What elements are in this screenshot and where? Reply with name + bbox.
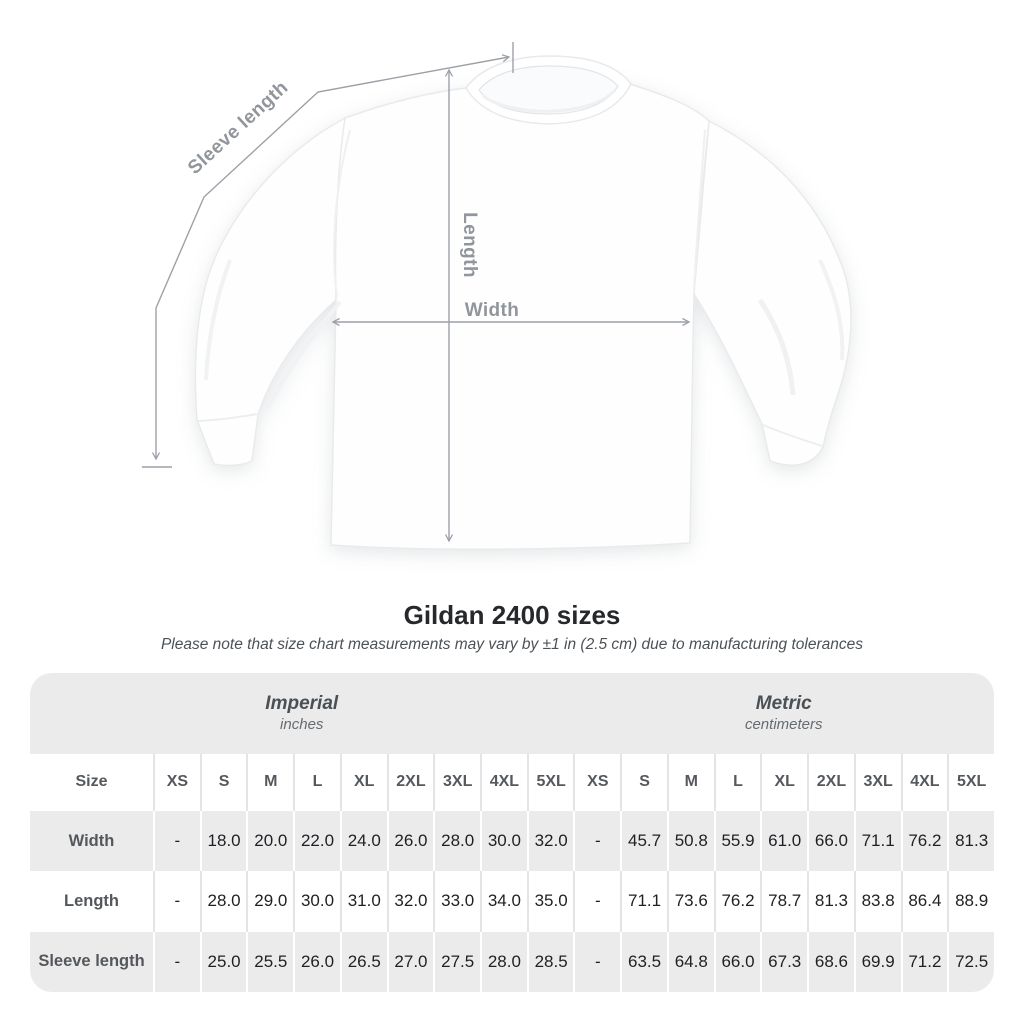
value-cell: 63.5 (620, 931, 667, 992)
size-col-header-metric-xl: XL (760, 753, 808, 811)
value-cell: 45.7 (620, 810, 667, 872)
value-cell: 71.2 (900, 931, 948, 992)
value-cell: 35.0 (526, 871, 574, 932)
width-line: Width (331, 300, 691, 327)
value-cell: 66.0 (713, 931, 761, 992)
size-col-header-imperial-2xl: 2XL (386, 753, 434, 811)
value-cell: 27.0 (386, 931, 434, 992)
size-col-header-imperial-m: M (246, 753, 294, 811)
metric-group-header: Metric centimeters (573, 673, 994, 754)
value-cell: 28.0 (433, 810, 481, 872)
width-label: Width (465, 300, 520, 321)
unit-group-row: Imperial inches Metric centimeters (30, 673, 994, 754)
value-cell: 25.0 (199, 931, 247, 992)
value-cell: 26.0 (293, 931, 340, 992)
value-cell: 30.0 (293, 871, 340, 932)
value-cell: 25.5 (246, 931, 294, 992)
sleeve-length-label: Sleeve length (184, 77, 292, 179)
value-cell: - (573, 871, 621, 932)
value-cell: 86.4 (900, 871, 948, 932)
metric-sublabel: centimeters (744, 716, 823, 734)
size-col-header-metric-5xl: 5XL (947, 753, 994, 811)
imperial-sublabel: inches (280, 716, 324, 734)
value-cell: 76.2 (900, 810, 948, 872)
imperial-label: Imperial (265, 692, 339, 714)
measurement-row-length: Length -28.0 29.0 30.0 31.0 32.0 33.0 34.0 35.0-… (30, 871, 994, 932)
value-cell: 81.3 (807, 871, 854, 932)
size-col-header-imperial-l: L (293, 753, 340, 811)
value-cell: 33.0 (433, 871, 481, 932)
value-cell: 32.0 (526, 810, 574, 872)
size-col-header-imperial-4xl: 4XL (480, 753, 527, 811)
value-cell: 69.9 (853, 931, 901, 992)
size-column-header: Size (30, 753, 153, 811)
imperial-group-header: Imperial inches (30, 673, 574, 754)
length-label: Length (459, 212, 480, 278)
row-label: Sleeve length (30, 931, 153, 992)
measurement-row-sleeve-length: Sleeve length -25.0 25.5 26.0 26.5 27.0 27.5 28… (30, 931, 994, 992)
length-line: Length (444, 68, 480, 543)
value-cell: 34.0 (480, 871, 527, 932)
value-cell: 29.0 (246, 871, 294, 932)
value-cell: 64.8 (666, 931, 714, 992)
size-col-header-metric-m: M (666, 753, 714, 811)
value-cell: 18.0 (199, 810, 247, 872)
page-title: Gildan 2400 sizes (403, 600, 621, 630)
value-cell: 50.8 (666, 810, 714, 872)
value-cell: 28.0 (480, 931, 527, 992)
row-label: Width (30, 810, 153, 872)
value-cell: 26.0 (386, 810, 434, 872)
size-col-header-metric-3xl: 3XL (853, 753, 901, 811)
value-cell: - (153, 931, 200, 992)
value-cell: - (153, 810, 200, 872)
value-cell: 71.1 (853, 810, 901, 872)
size-col-header-metric-4xl: 4XL (900, 753, 948, 811)
value-cell: 30.0 (480, 810, 527, 872)
value-cell: 32.0 (386, 871, 434, 932)
size-column-header-row: Size XS S M L XL 2XL 3XL 4XL 5XL XS S M L XL 2XL 3XL 4XL… (30, 753, 994, 811)
value-cell: 72.5 (947, 931, 994, 992)
value-cell: 20.0 (246, 810, 294, 872)
value-cell: 28.0 (199, 871, 247, 932)
value-cell: 83.8 (853, 871, 901, 932)
value-cell: - (573, 931, 621, 992)
value-cell: 61.0 (760, 810, 808, 872)
value-cell: 26.5 (339, 931, 387, 992)
value-cell: - (153, 871, 200, 932)
value-cell: 68.6 (807, 931, 854, 992)
measurement-row-width: Width -18.0 20.0 22.0 24.0 26.0 28.0 30.0 32.0-4… (30, 810, 994, 872)
value-cell: 78.7 (760, 871, 808, 932)
value-cell: 71.1 (620, 871, 667, 932)
size-note: Please note that size chart measurements… (160, 636, 864, 653)
shirt-diagram: Sleeve length Length Width (142, 42, 852, 551)
size-col-header-metric-2xl: 2XL (807, 753, 854, 811)
size-col-header-metric-l: L (713, 753, 761, 811)
value-cell: 73.6 (666, 871, 714, 932)
value-cell: 27.5 (433, 931, 481, 992)
value-cell: 24.0 (339, 810, 387, 872)
value-cell: 67.3 (760, 931, 808, 992)
value-cell: 28.5 (526, 931, 574, 992)
value-cell: 81.3 (947, 810, 994, 872)
value-cell: 66.0 (807, 810, 854, 872)
value-cell: - (573, 810, 621, 872)
row-label: Length (30, 871, 153, 932)
value-cell: 55.9 (713, 810, 761, 872)
size-col-header-imperial-xl: XL (339, 753, 387, 811)
size-col-header-imperial-xs: XS (153, 753, 200, 811)
size-col-header-imperial-s: S (199, 753, 247, 811)
metric-label: Metric (755, 692, 812, 714)
size-col-header-metric-xs: XS (573, 753, 621, 811)
value-cell: 76.2 (713, 871, 761, 932)
value-cell: 88.9 (947, 871, 994, 932)
value-cell: 22.0 (293, 810, 340, 872)
size-col-header-imperial-5xl: 5XL (526, 753, 574, 811)
size-table: Imperial inches Metric centimeters Size … (30, 673, 994, 992)
size-col-header-imperial-3xl: 3XL (433, 753, 481, 811)
shirt-graphic (194, 79, 852, 551)
value-cell: 31.0 (339, 871, 387, 932)
size-col-header-metric-s: S (620, 753, 667, 811)
